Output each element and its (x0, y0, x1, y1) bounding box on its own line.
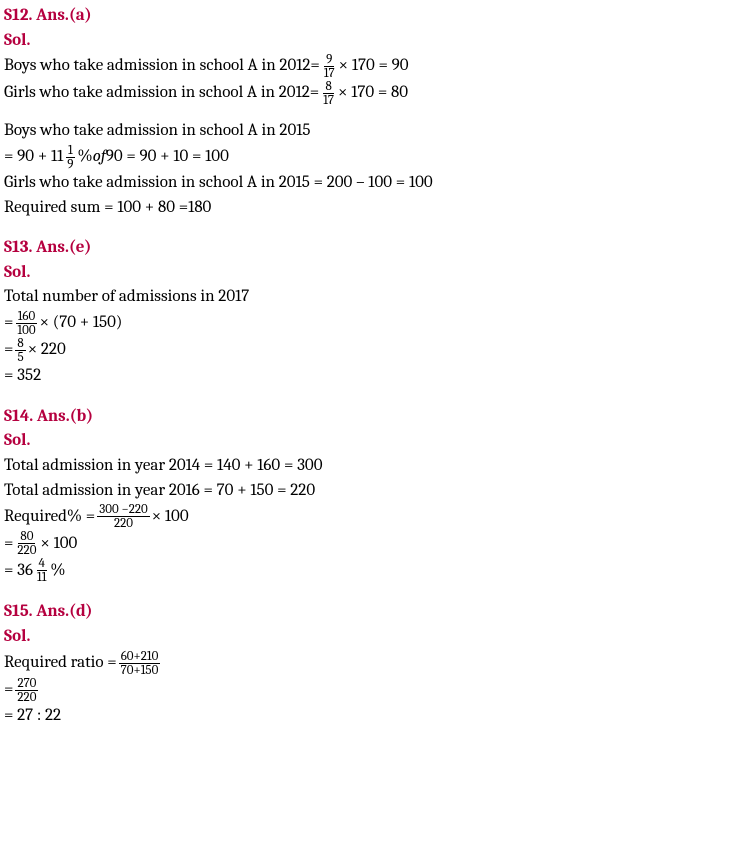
frac-den: 11 (35, 571, 48, 584)
frac-den: 220 (15, 544, 38, 557)
s12-line4-mid2: 90 = 90 + 10 = 100 (106, 145, 229, 170)
s14-line3-pre: Required% = (4, 505, 95, 530)
s13-line4: = 352 (4, 364, 728, 389)
s15-line3: = 27 : 22 (4, 704, 728, 729)
s14-line5-frac: 4 11 (35, 557, 48, 584)
frac-den: 9 (65, 158, 75, 171)
s14-line4-pre: = (4, 532, 13, 557)
s12-line4-frac: 1 9 (65, 144, 75, 171)
frac-num: 8 (15, 337, 25, 351)
s12-line1-pre: Boys who take admission in school A in 2… (4, 54, 320, 79)
s15-line1: Required ratio = 60+210 70+150 (4, 650, 728, 677)
solution-s14: S14. Ans.(b) Sol. Total admission in yea… (4, 405, 728, 585)
frac-num: 60+210 (119, 650, 161, 664)
s13-line2-frac: 160 100 (15, 310, 37, 337)
frac-den: 5 (15, 351, 25, 364)
s13-line2-pre: = (4, 311, 13, 336)
s13-line3-pre: = (4, 338, 13, 363)
s12-line4: = 90 + 11 1 9 % of 90 = 90 + 10 = 100 (4, 144, 728, 171)
s15-line2: = 270 220 (4, 677, 728, 704)
s14-line2: Total admission in year 2016 = 70 + 150 … (4, 479, 728, 504)
s15-sol-label: Sol. (4, 625, 728, 650)
s14-line5-pre: = 36 (4, 559, 33, 584)
s13-line2: = 160 100 × (70 + 150) (4, 310, 728, 337)
frac-num: 9 (324, 53, 334, 67)
frac-den: 70+150 (119, 664, 161, 677)
frac-num: 4 (37, 557, 47, 571)
s14-line5-mid: % (50, 559, 65, 584)
s13-header: S13. Ans.(e) (4, 236, 728, 261)
s13-line1: Total number of admissions in 2017 (4, 285, 728, 310)
s12-line4-pre: = 90 + 11 (4, 145, 63, 170)
frac-num: 160 (16, 310, 38, 324)
s12-line1-frac: 9 17 (322, 53, 337, 80)
s15-header: S15. Ans.(d) (4, 600, 728, 625)
frac-num: 1 (66, 144, 75, 158)
s12-line2: Girls who take admission in school A in … (4, 80, 728, 107)
s13-line2-mid: × (70 + 150) (40, 311, 123, 336)
s14-line3-frac: 300 −220 220 (97, 503, 150, 530)
s12-line2-frac: 8 17 (321, 80, 336, 107)
s13-line3-frac: 8 5 (15, 337, 25, 364)
frac-num: 300 −220 (97, 503, 150, 517)
s12-line4-mid1: % (78, 145, 93, 170)
s12-header: S12. Ans.(a) (4, 4, 728, 29)
s14-line4: = 80 220 × 100 (4, 530, 728, 557)
frac-den: 17 (321, 94, 336, 107)
s15-line1-pre: Required ratio = (4, 651, 117, 676)
solution-s15: S15. Ans.(d) Sol. Required ratio = 60+21… (4, 600, 728, 728)
s14-line3-mid: × 100 (152, 505, 189, 530)
solution-s13: S13. Ans.(e) Sol. Total number of admiss… (4, 236, 728, 389)
s15-line2-frac: 270 220 (15, 677, 38, 704)
s14-line1: Total admission in year 2014 = 140 + 160… (4, 454, 728, 479)
s12-line1: Boys who take admission in school A in 2… (4, 53, 728, 80)
s14-line5: = 36 4 11 % (4, 557, 728, 584)
s13-line3-mid: × 220 (28, 338, 66, 363)
frac-num: 270 (15, 677, 38, 691)
s13-sol-label: Sol. (4, 261, 728, 286)
s12-line4-of: of (93, 145, 106, 170)
frac-num: 80 (18, 530, 35, 544)
s12-line6: Required sum = 100 + 80 =180 (4, 196, 728, 221)
solution-s12: S12. Ans.(a) Sol. Boys who take admissio… (4, 4, 728, 220)
s14-line4-mid: × 100 (40, 532, 77, 557)
s14-sol-label: Sol. (4, 429, 728, 454)
s12-line3: Boys who take admission in school A in 2… (4, 119, 728, 144)
s12-line2-mid: × 170 = 80 (338, 81, 408, 106)
s12-line1-mid: × 170 = 90 (339, 54, 409, 79)
s15-line1-frac: 60+210 70+150 (119, 650, 161, 677)
s12-line2-pre: Girls who take admission in school A in … (4, 81, 319, 106)
s14-header: S14. Ans.(b) (4, 405, 728, 430)
s15-line2-pre: = (4, 678, 13, 703)
frac-den: 220 (15, 691, 38, 704)
s14-line3: Required% = 300 −220 220 × 100 (4, 503, 728, 530)
s12-line5: Girls who take admission in school A in … (4, 171, 728, 196)
s13-line3: = 8 5 × 220 (4, 337, 728, 364)
s14-line4-frac: 80 220 (15, 530, 38, 557)
frac-num: 8 (323, 80, 333, 94)
s12-sol-label: Sol. (4, 29, 728, 54)
frac-den: 220 (112, 517, 135, 530)
